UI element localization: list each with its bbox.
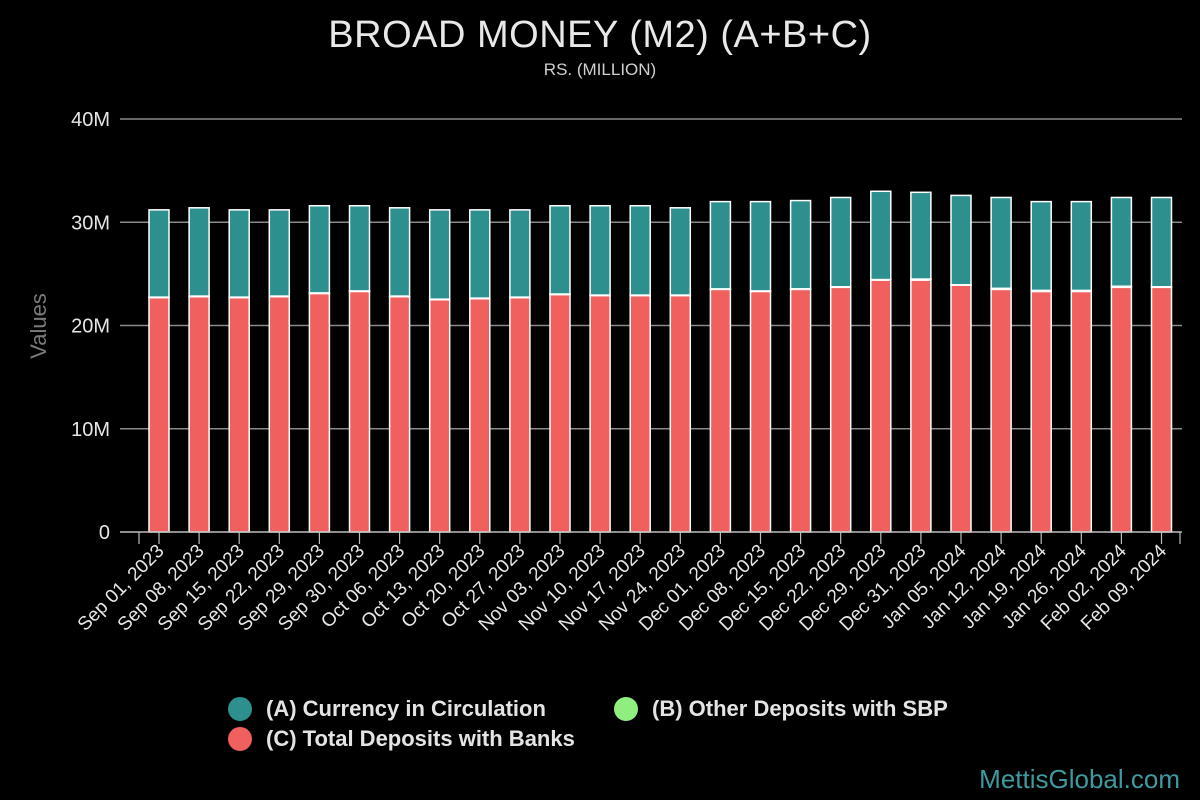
bar-currency	[549, 204, 571, 295]
y-tick-label: 0	[99, 522, 110, 544]
bar-currency	[589, 204, 611, 296]
bar-currency	[669, 207, 692, 296]
bar-bank-deposits	[1150, 286, 1173, 533]
bar-currency	[148, 209, 170, 298]
bar-bank-deposits	[1030, 290, 1052, 533]
legend-label-bank-deposits: (C) Total Deposits with Banks	[266, 726, 575, 751]
bar-currency	[1150, 196, 1173, 288]
bar-bank-deposits	[829, 286, 852, 533]
legend-dot-bank-deposits	[228, 727, 252, 751]
legend-label-other-deposits: (B) Other Deposits with SBP	[652, 696, 948, 721]
bar-bank-deposits	[950, 284, 972, 533]
bar-currency	[1110, 196, 1133, 288]
legend-dot-currency	[228, 697, 252, 721]
bar-currency	[348, 204, 371, 292]
y-axis-label: Values	[26, 293, 51, 359]
bar-currency	[268, 209, 291, 297]
bar-bank-deposits	[709, 288, 732, 533]
bar-bank-deposits	[669, 294, 692, 533]
bar-currency	[910, 191, 932, 280]
bar-bank-deposits	[1110, 286, 1133, 533]
y-tick-label: 20M	[71, 316, 110, 338]
y-tick-label: 10M	[71, 419, 110, 441]
bar-bank-deposits	[910, 279, 932, 533]
y-tick-label: 40M	[71, 109, 110, 131]
bar-currency	[308, 204, 331, 294]
y-tick-label: 30M	[71, 212, 110, 234]
bar-bank-deposits	[348, 290, 371, 533]
bar-bank-deposits	[428, 298, 451, 533]
legend-dot-other-deposits	[614, 697, 638, 721]
bar-currency	[709, 200, 732, 290]
bar-currency	[428, 209, 451, 300]
bar-currency	[829, 196, 852, 288]
chart-subtitle: RS. (MILLION)	[543, 60, 657, 79]
chart-title: BROAD MONEY (M2) (A+B+C)	[328, 14, 872, 56]
bar-currency	[1030, 200, 1052, 292]
watermark[interactable]: MettisGlobal.com	[979, 764, 1180, 794]
bar-bank-deposits	[188, 295, 210, 533]
bar-currency	[789, 199, 812, 290]
bar-bank-deposits	[629, 294, 651, 533]
legend-label-currency: (A) Currency in Circulation	[266, 696, 546, 721]
bar-bank-deposits	[1070, 290, 1093, 533]
bar-bank-deposits	[308, 292, 331, 533]
bar-currency	[509, 209, 531, 298]
bar-currency	[950, 194, 972, 286]
bar-bank-deposits	[509, 296, 531, 533]
bar-bank-deposits	[469, 297, 491, 533]
bar-bank-deposits	[589, 294, 611, 533]
bar-bank-deposits	[789, 288, 812, 533]
bar-bank-deposits	[388, 295, 411, 533]
bar-bank-deposits	[228, 296, 250, 533]
bar-currency	[1070, 200, 1093, 292]
bar-bank-deposits	[268, 295, 291, 533]
bar-currency	[228, 209, 250, 298]
bar-currency	[749, 200, 772, 292]
bar-currency	[188, 207, 210, 297]
legend-item-other-deposits[interactable]: (B) Other Deposits with SBP	[614, 696, 948, 722]
bar-currency	[870, 190, 892, 281]
bar-currency	[388, 207, 411, 297]
bar-currency	[469, 209, 491, 299]
bar-bank-deposits	[990, 288, 1012, 533]
bar-currency	[629, 204, 651, 296]
bar-bank-deposits	[148, 296, 170, 533]
legend-item-currency[interactable]: (A) Currency in Circulation	[228, 696, 546, 722]
bar-bank-deposits	[549, 293, 571, 533]
bar-bank-deposits	[870, 279, 892, 533]
bar-bank-deposits	[749, 290, 772, 533]
legend-item-bank-deposits[interactable]: (C) Total Deposits with Banks	[228, 726, 575, 752]
bar-currency	[990, 196, 1012, 290]
chart-legend: (A) Currency in Circulation (B) Other De…	[0, 694, 1200, 764]
